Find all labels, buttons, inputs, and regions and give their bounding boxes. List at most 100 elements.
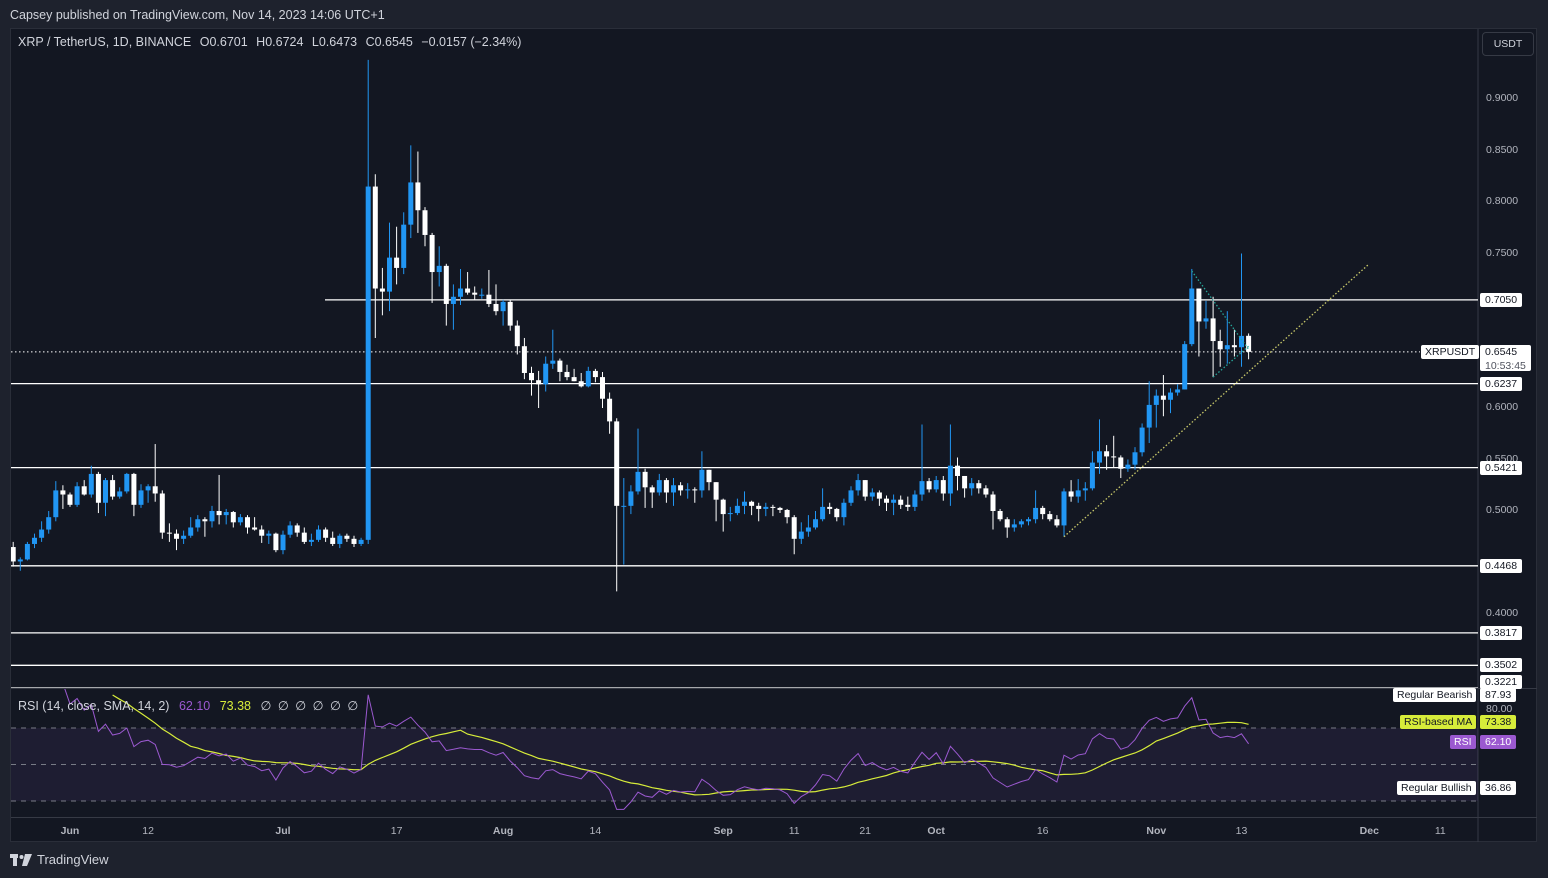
candle-up	[316, 529, 321, 540]
na-mark: ∅	[277, 699, 289, 713]
candle-down	[749, 501, 755, 506]
candle-down	[294, 525, 300, 533]
candle-down	[642, 471, 648, 488]
low-label: L	[311, 35, 319, 49]
candle-down	[252, 527, 258, 530]
open-label: O	[199, 35, 210, 49]
time-tick-label: 21	[859, 825, 872, 837]
rsi-value-label: 87.93	[1480, 688, 1517, 703]
candle-down	[983, 488, 989, 495]
ascending-trendline	[1063, 263, 1370, 538]
rsi-tag-label: Regular Bullish	[1397, 781, 1476, 796]
candle-up	[124, 473, 130, 492]
candle-up	[458, 288, 463, 297]
candle-down	[216, 511, 222, 516]
candle-down	[607, 398, 613, 422]
candle-up	[280, 534, 286, 551]
candle-down	[110, 480, 116, 497]
candle-down	[784, 509, 790, 518]
na-mark: ∅	[312, 699, 324, 713]
candle-down	[81, 486, 87, 495]
change-value: −0.0157 (−2.34%)	[421, 35, 522, 49]
candle-down	[131, 473, 137, 505]
candle-up	[237, 517, 243, 523]
level-price-label: 0.5421	[1480, 460, 1523, 475]
candle-up	[550, 360, 556, 364]
rsi-line	[64, 689, 1250, 810]
candle-down	[827, 506, 833, 509]
candle-down	[1217, 341, 1223, 350]
candle-up	[209, 511, 215, 522]
time-tick-label: 14	[589, 825, 602, 837]
candle-up	[138, 490, 144, 505]
candle-down	[273, 533, 279, 551]
candle-down	[876, 492, 882, 499]
candle-down	[372, 186, 378, 289]
candle-down	[1210, 318, 1216, 342]
candle-up	[1175, 389, 1181, 393]
candle-down	[60, 490, 66, 495]
candle-up	[223, 512, 229, 516]
candle-up	[841, 502, 847, 518]
candle-down	[955, 465, 960, 476]
candle-down	[926, 481, 932, 490]
candle-down	[834, 508, 840, 518]
currency-button[interactable]: USDT	[1482, 32, 1534, 56]
candle-down	[67, 494, 73, 505]
price-tick-label: 0.5000	[1486, 504, 1519, 516]
candle-down	[465, 288, 471, 293]
candle-down	[422, 210, 428, 235]
candle-up	[727, 513, 733, 515]
footer-brand-text: TradingView	[37, 852, 109, 867]
current-price-label: 0.6545 10:53:45	[1480, 344, 1531, 372]
candle-up	[869, 492, 875, 497]
close-value: 0.6545	[374, 35, 413, 49]
candle-down	[323, 529, 329, 538]
candle-down	[1246, 335, 1252, 352]
candle-down	[649, 487, 655, 493]
symbol-title[interactable]: XRP / TetherUS, 1D, BINANCE	[18, 35, 192, 49]
level-price-label: 0.3221	[1480, 675, 1523, 689]
candle-down	[713, 482, 719, 500]
time-tick-label: 16	[1036, 825, 1049, 837]
rsi-tag-label: RSI	[1450, 735, 1476, 750]
candle-up	[266, 533, 272, 536]
candle-up	[145, 486, 151, 491]
candle-down	[706, 469, 712, 483]
price-tick-label: 0.8000	[1486, 195, 1519, 207]
high-label: H	[256, 35, 266, 49]
candle-up	[734, 505, 740, 514]
price-tick-label: 0.8500	[1486, 143, 1519, 156]
candle-down	[976, 483, 982, 489]
candle-up	[543, 363, 549, 385]
candle-up	[1146, 404, 1152, 428]
time-tick-label: 11	[788, 825, 800, 837]
candle-down	[600, 377, 605, 399]
candle-up	[685, 489, 691, 491]
candle-up	[585, 370, 591, 387]
candle-down	[152, 486, 158, 494]
candle-up	[1097, 451, 1102, 463]
rsi-value-label: 36.86	[1480, 781, 1517, 796]
na-mark: ∅	[347, 699, 359, 713]
candle-up	[656, 480, 662, 493]
candle-down	[770, 506, 776, 508]
candle-up	[855, 480, 861, 491]
candle-down	[330, 537, 336, 544]
candle-up	[74, 486, 80, 505]
candle-up	[742, 501, 747, 506]
horizontal-levels	[11, 299, 1478, 688]
close-label: C	[365, 35, 375, 49]
rsi-title[interactable]: RSI (14, close, SMA, 14, 2)	[18, 699, 170, 713]
candle-down	[1196, 288, 1202, 322]
footer-brand[interactable]: TradingView	[10, 852, 109, 867]
candle-up	[1018, 521, 1024, 525]
candle-down	[791, 517, 797, 539]
candle-down	[351, 538, 357, 544]
price-tick-label: 0.4000	[1486, 607, 1519, 619]
candle-up	[1132, 452, 1138, 465]
candle-down	[536, 380, 542, 385]
candle-up	[798, 531, 804, 539]
candle-down	[514, 325, 520, 347]
